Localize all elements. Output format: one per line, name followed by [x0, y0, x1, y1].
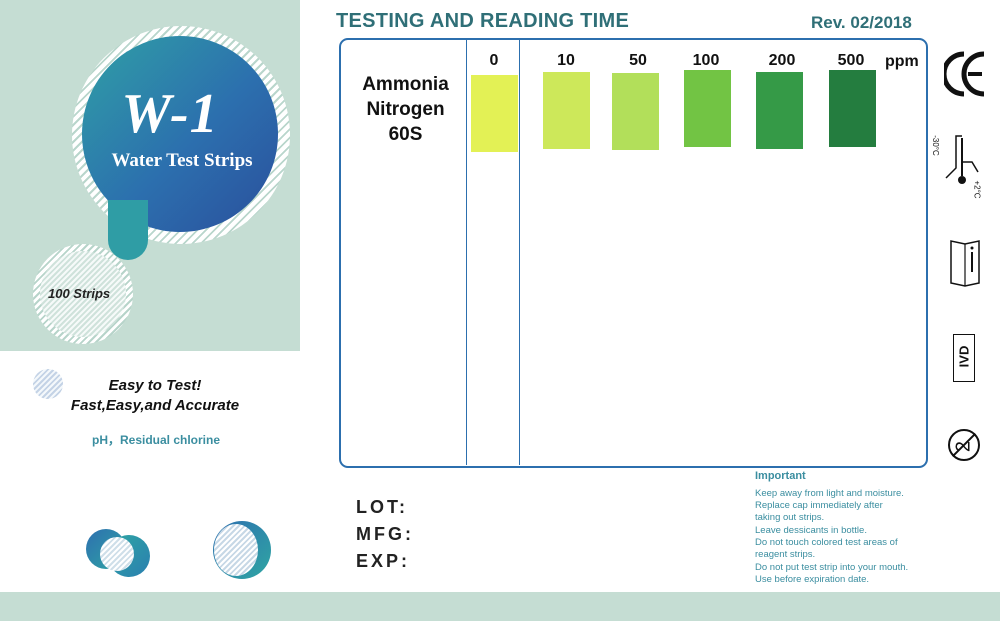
important-note: reagent strips. — [755, 549, 816, 560]
important-note: Leave dessicants in bottle. — [755, 525, 867, 536]
important-note: Do not touch colored test areas of — [755, 537, 898, 548]
level-label: 50 — [629, 52, 647, 69]
brand-title: W-1 — [121, 83, 219, 145]
color-chart — [339, 38, 928, 468]
level-label: 100 — [692, 52, 720, 69]
level-label: 0 — [489, 52, 499, 69]
ce-mark-icon — [944, 51, 985, 97]
bullet-dot — [33, 369, 63, 399]
single-use-icon: 2 — [948, 429, 980, 461]
bottom-band — [0, 592, 1000, 621]
tagline: Easy to Test! Fast,Easy,and Accurate — [60, 376, 250, 416]
important-title: Important — [755, 470, 806, 482]
color-swatch — [471, 75, 518, 152]
instructions-book-icon — [950, 240, 980, 287]
color-swatch — [684, 70, 731, 147]
chart-divider-right — [519, 40, 520, 465]
count-circle — [40, 251, 126, 337]
revision-label: Rev. 02/2018 — [811, 13, 912, 32]
ivd-label: IVD — [956, 345, 972, 368]
test-name-line: Ammonia — [362, 74, 449, 95]
important-note: Use before expiration date. — [755, 574, 870, 585]
temp-low-label: -30°C — [930, 135, 940, 156]
brand-bubble — [82, 36, 278, 232]
important-note: taking out strips. — [755, 512, 825, 523]
level-label: 200 — [768, 52, 796, 69]
decor-circle-e — [214, 524, 258, 576]
ivd-icon: IVD — [953, 334, 975, 382]
important-note: Replace cap immediately after — [755, 500, 883, 511]
important-note: Do not put test strip into your mouth. — [755, 562, 909, 573]
bubble-neck — [108, 200, 148, 260]
color-swatch — [829, 70, 876, 147]
test-name-line: 60S — [388, 124, 423, 145]
level-label: 10 — [557, 52, 575, 69]
color-swatch — [543, 72, 590, 149]
mfg-field: MFG: — [356, 524, 414, 544]
page-title: TESTING AND READING TIME — [336, 10, 630, 32]
chart-divider-left — [466, 40, 467, 465]
brand-subtitle: Water Test Strips — [111, 150, 253, 171]
exp-field: EXP: — [356, 551, 411, 571]
test-name-line: Nitrogen — [366, 99, 445, 120]
temp-high-label: +2°C — [972, 180, 982, 199]
decor-circle-c — [100, 537, 134, 571]
level-label: 500 — [837, 52, 865, 69]
unit-label: ppm — [885, 53, 919, 70]
tested-parameters: pH，Residual chlorine — [92, 433, 221, 447]
tagline-line1: Easy to Test! — [108, 377, 202, 394]
test-name: Ammonia Nitrogen 60S — [348, 72, 463, 147]
temperature-limit-icon — [945, 135, 979, 184]
tagline-line2: Fast,Easy,and Accurate — [70, 397, 240, 414]
color-swatch — [756, 72, 803, 149]
strip-count: 100 Strips — [48, 286, 111, 301]
important-note: Keep away from light and moisture. — [755, 488, 904, 499]
lot-field: LOT: — [356, 497, 408, 517]
color-swatch — [612, 73, 659, 150]
